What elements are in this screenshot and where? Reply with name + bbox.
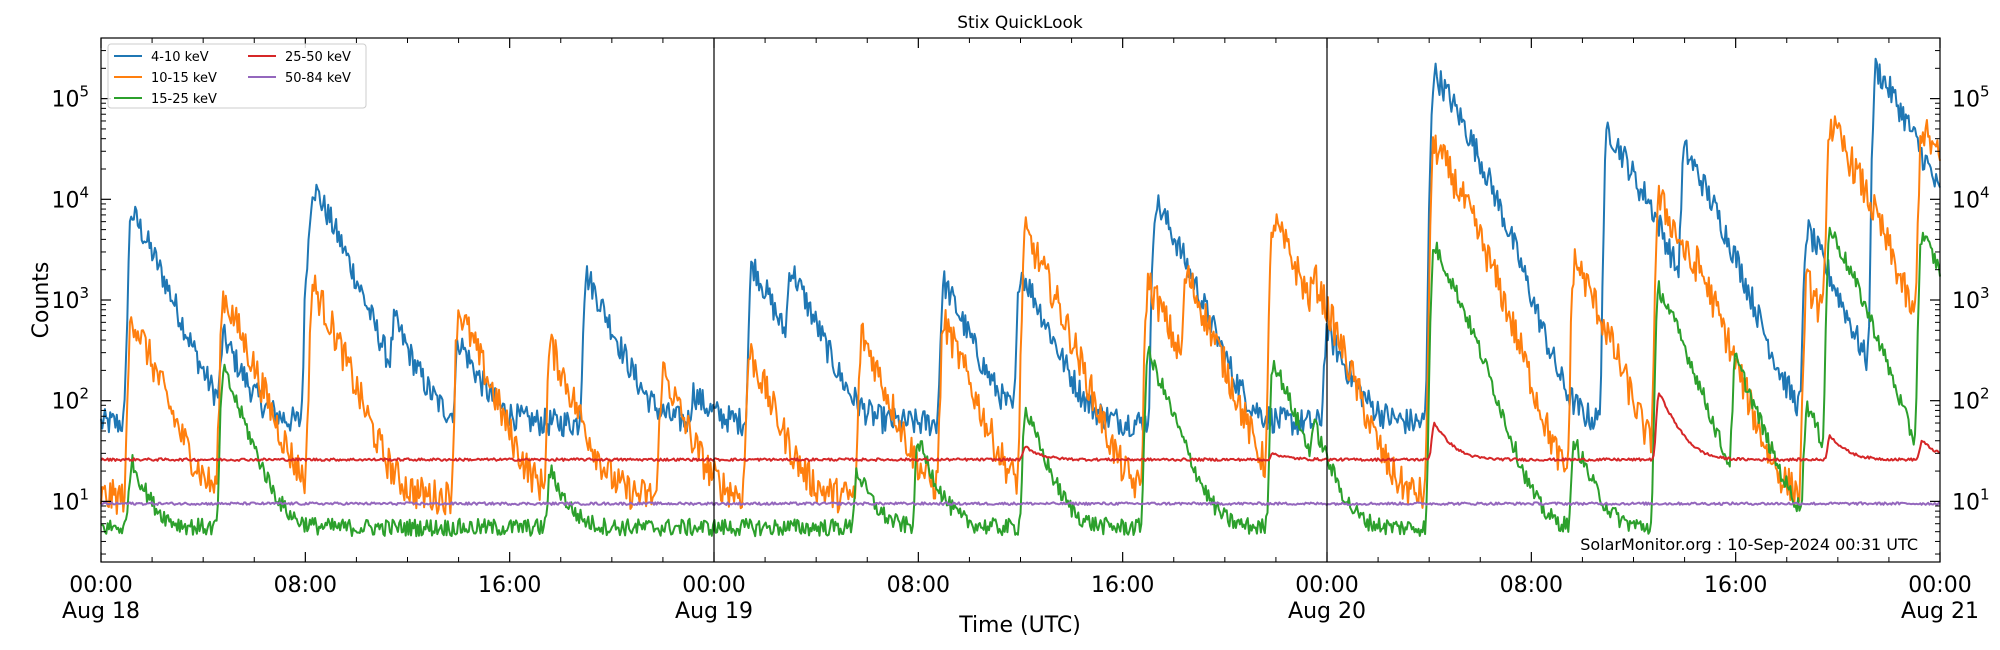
x-tick-label: 08:00 bbox=[274, 573, 337, 598]
legend: 4-10 keV 10-15 keV 15-25 keV 25-50 keV 50-84… bbox=[107, 43, 367, 109]
y-tick-label-right: 103 bbox=[1952, 284, 1990, 314]
series-line-50-84-keV bbox=[100, 501, 1941, 506]
x-tick-label: 16:00 bbox=[1704, 573, 1767, 598]
x-tick-date-label: Aug 18 bbox=[62, 599, 140, 624]
y-tick-label: 105 bbox=[51, 83, 89, 113]
x-axis-label: Time (UTC) bbox=[958, 613, 1081, 638]
x-tick-date-label: Aug 19 bbox=[675, 599, 753, 624]
legend-box bbox=[107, 43, 367, 109]
y-tick-label-right: 101 bbox=[1952, 485, 1990, 515]
y-tick-label: 102 bbox=[51, 385, 89, 415]
chart-title: Stix QuickLook bbox=[957, 13, 1083, 33]
legend-label: 25-50 keV bbox=[285, 50, 351, 65]
y-tick-label-right: 102 bbox=[1952, 385, 1990, 415]
x-tick-label: 00:00 bbox=[1908, 573, 1971, 598]
series-line-15-25-keV bbox=[100, 226, 1941, 538]
x-tick-label: 00:00 bbox=[1295, 573, 1358, 598]
y-axis-label: Counts bbox=[29, 262, 54, 339]
legend-label: 4-10 keV bbox=[151, 50, 209, 65]
y-tick-label: 101 bbox=[51, 485, 89, 515]
y-tick-label: 103 bbox=[51, 284, 89, 314]
series-line-4-10-keV bbox=[100, 57, 1941, 438]
x-tick-label: 00:00 bbox=[69, 573, 132, 598]
x-tick-label: 08:00 bbox=[887, 573, 950, 598]
y-tick-label-right: 104 bbox=[1952, 183, 1990, 213]
series-layer bbox=[100, 57, 1941, 538]
y-tick-label-right: 105 bbox=[1952, 83, 1990, 113]
day-boundaries bbox=[713, 38, 1328, 562]
source-annotation: SolarMonitor.org : 10-Sep-2024 00:31 UTC bbox=[1580, 535, 1918, 554]
series-line-25-50-keV bbox=[100, 392, 1941, 462]
legend-label: 10-15 keV bbox=[151, 71, 217, 86]
x-tick-date-label: Aug 20 bbox=[1288, 599, 1366, 624]
y-tick-label: 104 bbox=[51, 183, 89, 213]
x-tick-label: 08:00 bbox=[1500, 573, 1563, 598]
legend-label: 50-84 keV bbox=[285, 71, 351, 86]
x-tick-date-label: Aug 21 bbox=[1901, 599, 1979, 624]
x-tick-label: 16:00 bbox=[1091, 573, 1154, 598]
legend-label: 15-25 keV bbox=[151, 92, 217, 107]
series-line-10-15-keV bbox=[100, 115, 1941, 516]
x-tick-label: 16:00 bbox=[478, 573, 541, 598]
y-axis: 101 101 102 102 103 103 104 104 105 105 bbox=[51, 37, 1990, 555]
x-tick-label: 00:00 bbox=[682, 573, 745, 598]
